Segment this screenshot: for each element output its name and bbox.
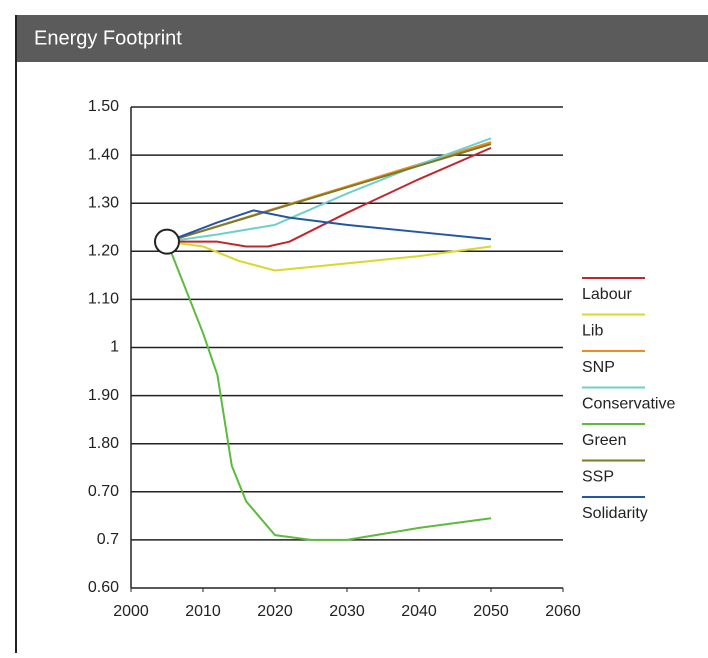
legend-label: SSP (582, 469, 614, 486)
y-tick-label: 1.80 (88, 435, 119, 452)
y-tick-label: 1.10 (88, 291, 119, 308)
x-tick-label: 2050 (473, 603, 509, 620)
y-tick-label: 0.7 (97, 531, 119, 548)
x-tick-label: 2020 (257, 603, 293, 620)
y-tick-label: 0.70 (88, 483, 119, 500)
x-tick-label: 2000 (113, 603, 149, 620)
y-tick-label: 1.50 (88, 98, 119, 115)
legend-label: Lib (582, 323, 603, 340)
x-tick-label: 2040 (401, 603, 437, 620)
legend-label: Solidarity (582, 505, 648, 522)
panel-title: Energy Footprint (34, 27, 182, 49)
series-line (166, 209, 492, 243)
y-tick-label: 1.20 (88, 243, 119, 260)
y-tick-label: 0.60 (88, 579, 119, 596)
start-point (154, 228, 180, 255)
x-tick-label: 2030 (329, 603, 365, 620)
legend-label: Conservative (582, 396, 675, 413)
legend-label: Labour (582, 286, 632, 303)
y-tick-label: 1.30 (88, 194, 119, 211)
header-bar (15, 15, 708, 62)
series-line (166, 137, 492, 243)
x-tick-label: 2010 (185, 603, 221, 620)
y-tick-label: 1.90 (88, 387, 119, 404)
series-line (166, 241, 492, 541)
legend-label: Green (582, 432, 626, 449)
x-tick-label: 2060 (545, 603, 581, 620)
y-tick-label: 1 (110, 339, 119, 356)
series-line (166, 240, 492, 272)
series-line (167, 146, 492, 248)
legend-label: SNP (582, 359, 615, 376)
series-line (166, 143, 492, 243)
y-tick-label: 1.40 (88, 146, 119, 163)
